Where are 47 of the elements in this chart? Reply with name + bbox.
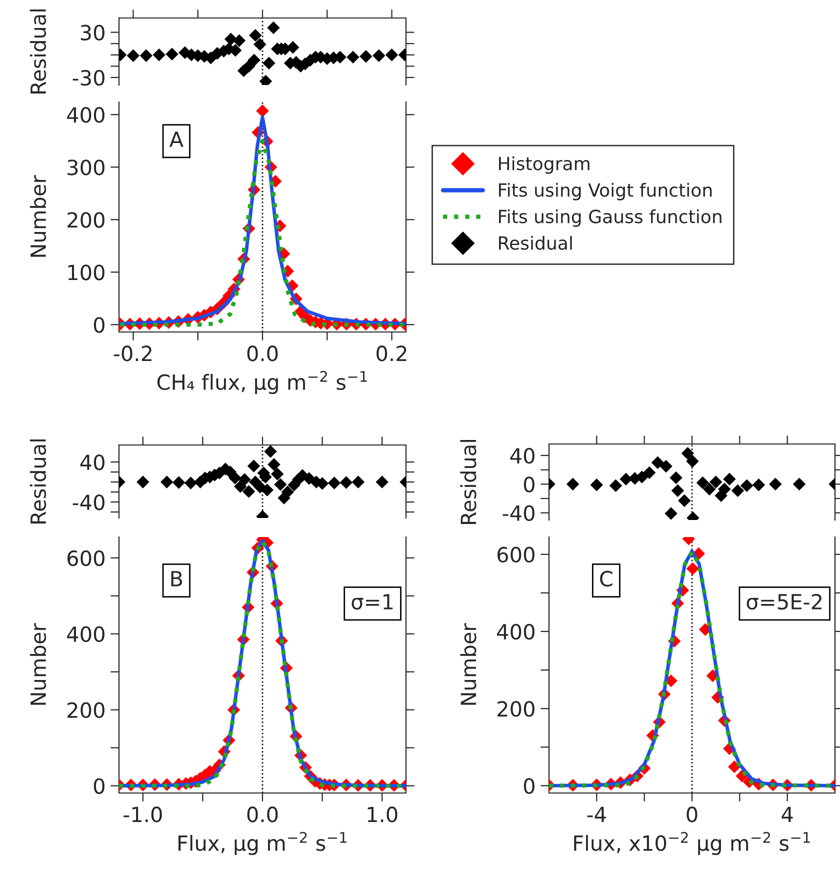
y-tick-label: 0: [94, 778, 104, 794]
x-tick-label: 0.0: [247, 346, 278, 362]
annotation: σ=1: [352, 594, 393, 610]
annotation: A: [169, 132, 184, 147]
legend-label: Histogram: [499, 156, 590, 174]
y-axis-title: Residual: [30, 439, 46, 524]
x-tick-label: -4: [587, 806, 606, 822]
y-axis-title: Number: [30, 175, 46, 257]
x-tick-label: 0.2: [376, 346, 406, 362]
y-tick-label: 0: [524, 476, 534, 492]
legend-label: Fits using Voigt function: [499, 182, 712, 200]
y-axis-title: Number: [460, 623, 476, 705]
y-tick-label: 600: [67, 550, 104, 566]
y-tick-label: 300: [68, 160, 104, 176]
y-tick-label: 100: [68, 264, 104, 280]
y-tick-label: 400: [497, 624, 534, 640]
legend-label: Residual: [499, 236, 572, 250]
y-tick-label: 200: [498, 701, 534, 717]
legend-label: Fits using Gauss function: [499, 209, 722, 227]
y-tick-label: 200: [68, 702, 104, 718]
x-tick-label: -1.0: [124, 806, 162, 822]
x-tick-label: 1.0: [368, 806, 398, 822]
y-tick-label: 40: [80, 454, 104, 470]
y-axis-title: Residual: [30, 9, 46, 94]
y-axis-title: Residual: [460, 440, 476, 524]
x-axis-title: Flux, μg m$^{−2}$ s$^{−1}$: [178, 832, 346, 856]
annotation: C: [600, 570, 612, 587]
x-tick-label: 4: [782, 806, 793, 822]
y-tick-label: -30: [72, 70, 104, 86]
y-tick-label: 600: [497, 546, 534, 563]
x-tick-label: 0: [686, 806, 698, 822]
y-tick-label: 400: [67, 107, 104, 123]
x-axis-title: Flux, x10$^{−2}$ μg m$^{−2}$ s$^{−1}$: [574, 832, 810, 856]
x-axis-title: CH₄ flux, μg m$^{−2}$ s$^{−1}$: [157, 370, 367, 394]
y-tick-label: 30: [80, 24, 104, 41]
y-tick-label: 200: [68, 212, 104, 228]
x-tick-label: 0.0: [247, 806, 278, 822]
x-tick-label: -0.2: [114, 346, 152, 362]
y-tick-label: 0: [524, 778, 534, 794]
annotation: B: [171, 571, 182, 586]
y-tick-label: -40: [72, 494, 104, 510]
y-tick-label: 40: [510, 448, 534, 464]
y-axis-title: Number: [30, 623, 46, 705]
y-tick-label: 0: [94, 317, 104, 333]
y-tick-label: 400: [67, 626, 104, 642]
y-tick-label: -40: [502, 505, 534, 522]
annotation: σ=5E-2: [746, 594, 822, 610]
